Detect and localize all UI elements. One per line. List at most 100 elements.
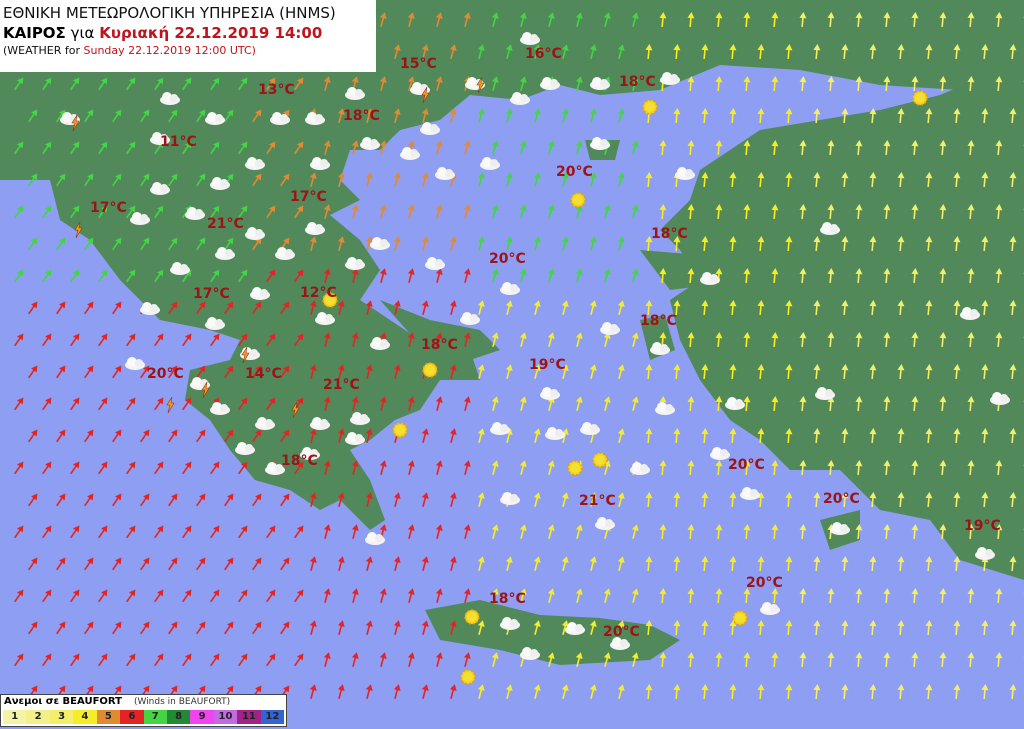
wind-arrow-icon [883, 524, 891, 540]
wind-arrow-icon [154, 525, 164, 539]
wind-arrow-icon [477, 428, 485, 443]
lightning-icon [74, 221, 83, 239]
wind-arrow-icon [126, 205, 136, 219]
wind-arrow-icon [995, 12, 1003, 28]
wind-arrow-icon [154, 589, 164, 603]
wind-arrow-icon [84, 621, 94, 635]
wind-arrow-icon [252, 493, 262, 507]
cloud-icon [490, 422, 510, 435]
wind-arrow-icon [841, 300, 849, 316]
wind-arrow-icon [84, 237, 94, 251]
wind-arrow-icon [589, 556, 597, 571]
wind-arrow-icon [771, 76, 779, 92]
wind-arrow-icon [813, 556, 821, 572]
wind-arrow-icon [407, 332, 415, 347]
wind-arrow-icon [266, 333, 276, 347]
lightning-icon [166, 396, 175, 414]
cloud-icon [125, 357, 145, 370]
wind-arrow-icon [323, 140, 331, 155]
wind-arrow-icon [14, 77, 24, 91]
wind-arrow-icon [182, 653, 192, 667]
wind-arrow-icon [589, 44, 597, 59]
wind-arrow-icon [491, 140, 499, 155]
wind-arrow-icon [98, 525, 108, 539]
wind-arrow-icon [28, 173, 38, 187]
legend-title: Ανεμοι σε BEAUFORT [4, 696, 122, 707]
wind-arrow-icon [379, 140, 387, 155]
wind-arrow-icon [855, 588, 863, 604]
wind-arrow-icon [897, 364, 905, 380]
wind-arrow-icon [1009, 44, 1017, 60]
wind-arrow-icon [533, 364, 541, 379]
cloud-icon [370, 337, 390, 350]
wind-arrow-icon [645, 428, 653, 444]
wind-arrow-icon [294, 653, 304, 667]
cloud-icon [545, 427, 565, 440]
wind-arrow-icon [491, 524, 499, 539]
wind-arrow-icon [393, 492, 401, 507]
wind-arrow-icon [379, 652, 387, 667]
wind-arrow-icon [379, 396, 387, 411]
wind-arrow-icon [757, 428, 765, 444]
wind-arrow-icon [421, 684, 429, 699]
wind-arrow-icon [365, 556, 373, 571]
wind-arrow-icon [154, 77, 164, 91]
legend-subtitle: (Winds in BEAUFORT) [133, 697, 231, 707]
beaufort-scale: 1 2 3 4 5 6 7 8 9 10 11 12 [3, 710, 285, 724]
wind-arrow-icon [252, 301, 262, 315]
wind-arrow-icon [701, 684, 709, 700]
wind-arrow-icon [337, 492, 345, 507]
wind-arrow-icon [28, 109, 38, 123]
wind-arrow-icon [407, 12, 415, 27]
wind-arrow-icon [477, 556, 485, 571]
wind-arrow-icon [154, 269, 164, 283]
wind-arrow-icon [827, 76, 835, 92]
wind-arrow-icon [491, 268, 499, 283]
wind-arrow-icon [70, 525, 80, 539]
wind-arrow-icon [687, 204, 695, 220]
wind-arrow-icon [379, 588, 387, 603]
wind-arrow-icon [266, 525, 276, 539]
cloud-icon [215, 247, 235, 260]
wind-arrow-icon [911, 588, 919, 604]
wind-arrow-icon [995, 460, 1003, 476]
wind-arrow-icon [421, 556, 429, 571]
agency-title: ΕΘΝΙΚΗ ΜΕΤΕΩΡΟΛΟΓΙΚΗ ΥΠΗΡΕΣΙΑ (HNMS) [3, 4, 336, 22]
cloud-icon [245, 227, 265, 240]
temperature-label: 18°C [489, 591, 526, 607]
wind-arrow-icon [701, 364, 709, 380]
cloud-icon [400, 147, 420, 160]
wind-arrow-icon [168, 493, 178, 507]
wind-arrow-icon [757, 300, 765, 316]
cloud-icon [370, 237, 390, 250]
wind-arrow-icon [154, 205, 164, 219]
wind-arrow-icon [309, 300, 317, 315]
wind-arrow-icon [491, 12, 499, 27]
cloud-icon [510, 92, 530, 105]
wind-arrow-icon [855, 524, 863, 540]
wind-arrow-icon [939, 588, 947, 604]
wind-arrow-icon [575, 76, 583, 91]
cloud-icon [610, 637, 630, 650]
wind-arrow-icon [575, 268, 583, 283]
wind-arrow-icon [463, 204, 471, 219]
wind-arrow-icon [56, 621, 66, 635]
wind-arrow-icon [393, 556, 401, 571]
wind-arrow-icon [617, 44, 625, 59]
wind-arrow-icon [673, 492, 681, 508]
wind-arrow-icon [715, 12, 723, 28]
wind-arrow-icon [743, 652, 751, 668]
wind-arrow-icon [196, 493, 206, 507]
wind-arrow-icon [84, 557, 94, 571]
wind-arrow-icon [140, 173, 150, 187]
wind-arrow-icon [182, 397, 192, 411]
cloud-icon [590, 137, 610, 150]
wind-arrow-icon [841, 428, 849, 444]
temperature-label: 20°C [746, 575, 783, 591]
wind-arrow-icon [673, 108, 681, 124]
temperature-label: 21°C [579, 493, 616, 509]
wind-arrow-icon [154, 653, 164, 667]
wind-arrow-icon [323, 332, 331, 347]
wind-arrow-icon [743, 140, 751, 156]
temperature-label: 20°C [489, 251, 526, 267]
